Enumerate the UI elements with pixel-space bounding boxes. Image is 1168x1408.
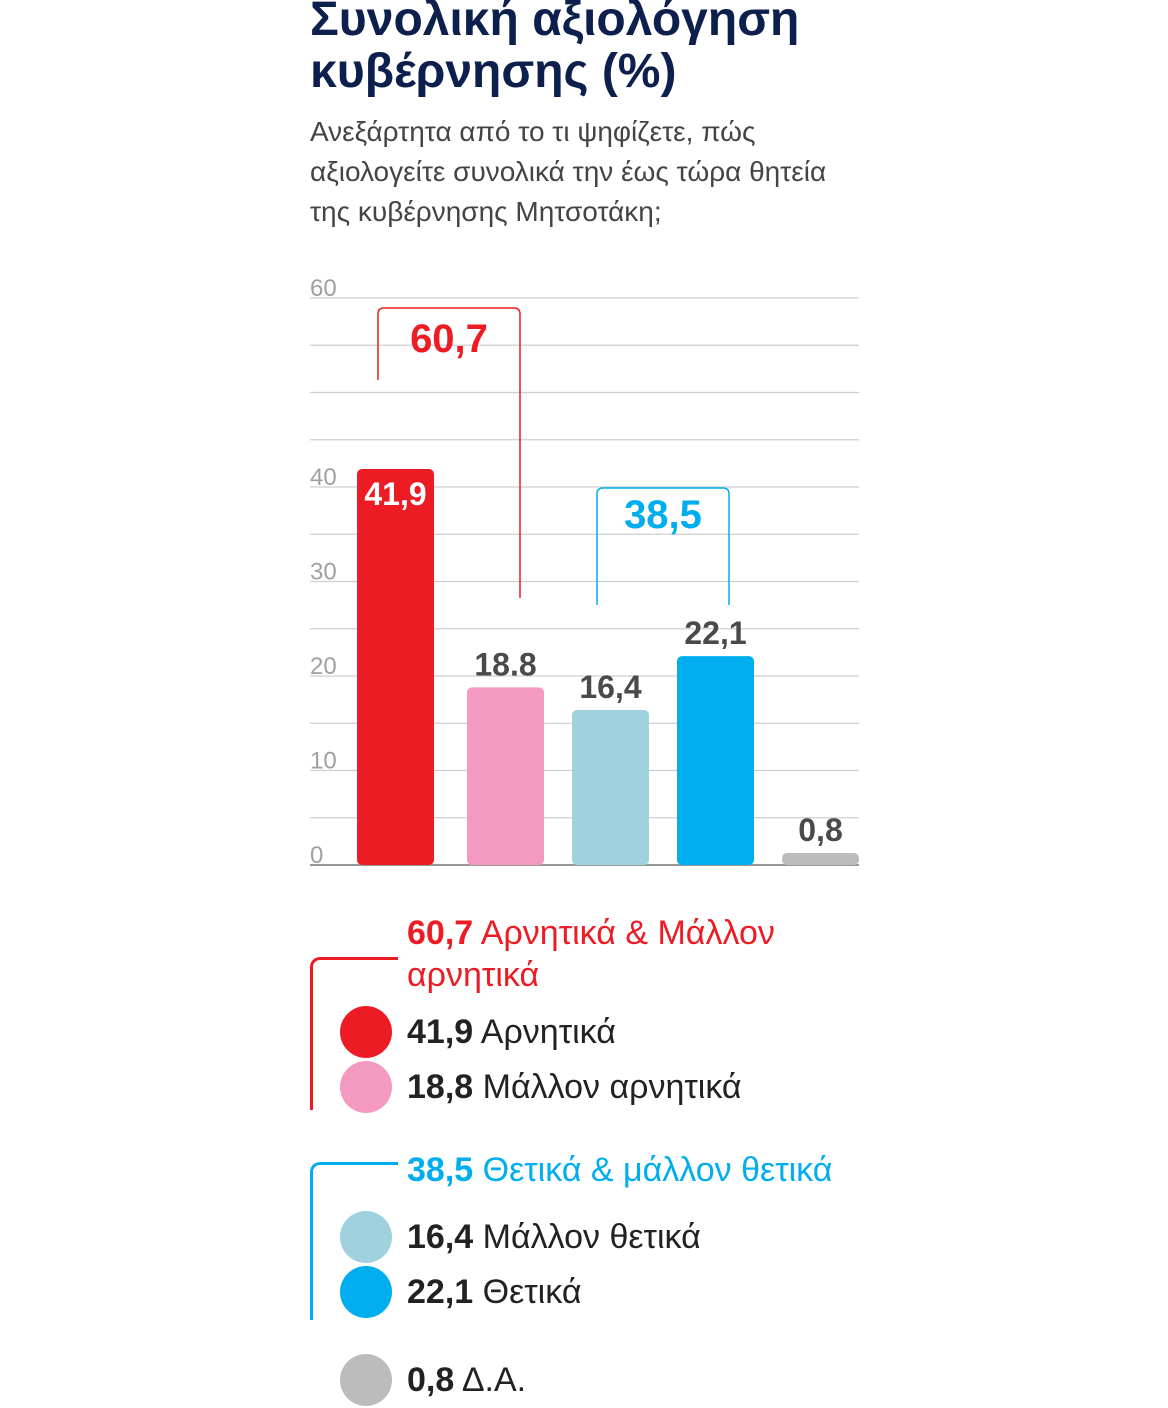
data-label: 0,8 [798,812,842,848]
legend-swatch [340,1061,392,1113]
negative-group-text: Αρνητικά & Μάλλον αρνητικά [407,914,775,994]
legend-value: 0,8 [407,1360,455,1399]
bar [467,687,544,865]
legend-swatch [340,1266,392,1318]
legend-item-rather-positive: 16,4 Μάλλον θετικά [340,1209,701,1265]
bar [572,710,649,865]
y-tick-label: 60 [310,275,337,302]
negative-group-value: 60,7 [407,914,474,952]
legend-label: Θετικά [482,1272,582,1311]
legend-item-rather-negative: 18,8 Μάλλον αρνητικά [340,1059,742,1115]
legend-label: Δ.Α. [461,1360,527,1399]
positive-group-value: 38,5 [407,1151,474,1189]
positive-group-text: Θετικά & μάλλον θετικά [482,1151,833,1189]
legend-value: 18,8 [407,1067,474,1106]
y-tick-label: 0 [310,842,323,869]
group-bracket [377,307,521,598]
legend-item-negative: 41,9 Αρνητικά [340,1004,616,1060]
legend-value: 41,9 [407,1012,474,1051]
y-tick-label: 20 [310,653,337,680]
group-total-label: 38,5 [624,493,702,537]
data-label: 41,9 [364,476,426,512]
data-label: 18.8 [474,646,536,682]
legend-item-no-answer: 0,8 Δ.Α. [340,1352,526,1408]
y-tick-label: 40 [310,464,337,491]
positive-group-title: 38,5 Θετικά & μάλλον θετικά [407,1149,867,1191]
legend-label: Μάλλον αρνητικά [482,1067,742,1106]
bar-chart: 0 10 20 30 40 60 41,9 18.8 16,4 22,1 0,8 60,7 38,5 [310,275,859,869]
negative-group-bracket [310,957,398,1110]
legend-swatch [340,1006,392,1058]
bar [782,853,859,865]
data-label: 22,1 [684,615,746,651]
chart-subtitle: Ανεξάρτητα από το τι ψηφίζετε, πώς αξιολ… [310,116,827,227]
legend-item-positive: 22,1 Θετικά [340,1264,581,1320]
negative-group-title: 60,7 Αρνητικά & Μάλλον αρνητικά [407,912,867,996]
legend-value: 16,4 [407,1217,474,1256]
y-tick-label: 30 [310,559,337,586]
group-bracket [596,487,730,605]
bar [357,469,434,865]
data-label: 16,4 [579,669,641,705]
chart-title: Συνολική αξιολόγηση κυβέρνησης (%) [310,0,800,98]
group-total-label: 60,7 [410,317,488,361]
legend-swatch [340,1211,392,1263]
legend-swatch [340,1354,392,1406]
legend-label: Μάλλον θετικά [482,1217,701,1256]
bar [677,656,754,865]
positive-group-bracket [310,1162,398,1320]
legend-label: Αρνητικά [480,1012,616,1051]
legend-value: 22,1 [407,1272,474,1311]
y-tick-label: 10 [310,748,337,775]
